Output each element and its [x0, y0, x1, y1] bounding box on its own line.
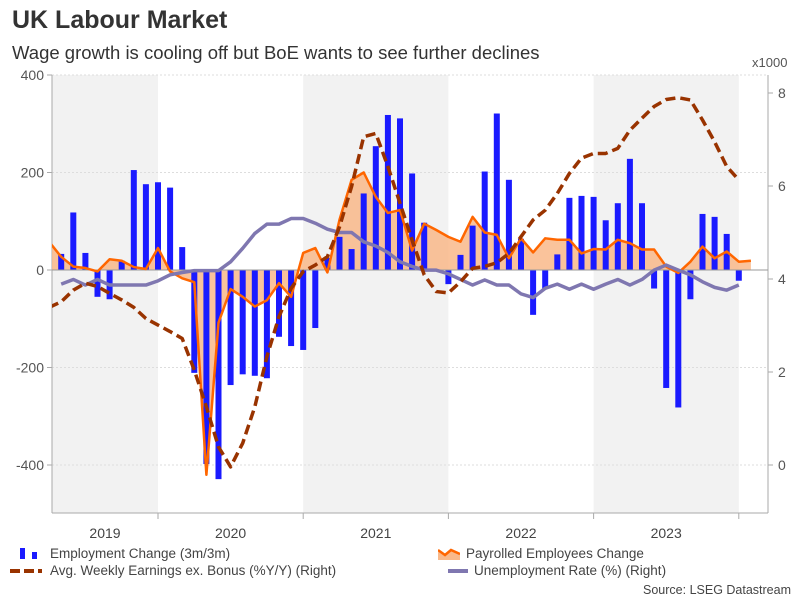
employment-bar: [384, 114, 391, 270]
employment-bar: [578, 195, 585, 270]
employment-bar: [409, 173, 416, 270]
year-label: 2020: [215, 525, 246, 541]
employment-bar: [554, 254, 561, 270]
employment-bar: [397, 118, 403, 270]
left-tick-label: 200: [21, 165, 45, 181]
year-label: 2022: [505, 525, 536, 541]
employment-bar: [58, 253, 65, 270]
right-tick-label: 6: [778, 178, 786, 194]
employment-bar: [336, 236, 343, 270]
employment-bar: [82, 252, 89, 270]
legend-label: Employment Change (3m/3m): [50, 546, 231, 561]
employment-bar: [155, 182, 161, 270]
earnings-line: [52, 95, 741, 469]
year-label: 2019: [89, 525, 120, 541]
legend-employment: Employment Change (3m/3m): [18, 546, 230, 561]
employment-bar: [70, 212, 77, 270]
employment-bar: [651, 270, 658, 289]
employment-bar: [457, 254, 464, 270]
employment-bar: [251, 270, 258, 376]
right-tick-label: 2: [778, 364, 786, 380]
employment-bar: [542, 270, 549, 289]
employment-bar: [263, 270, 270, 379]
employment-bar: [493, 113, 500, 270]
employment-bar: [566, 197, 573, 270]
left-tick-label: -400: [16, 457, 44, 473]
left-tick-label: 0: [36, 262, 44, 278]
employment-bar: [711, 216, 718, 270]
legend-label: Payrolled Employees Change: [466, 546, 644, 561]
year-shade: [303, 75, 449, 513]
right-tick-label: 8: [778, 85, 786, 101]
employment-bar: [167, 187, 174, 270]
left-tick-label: -200: [16, 360, 44, 376]
area-legend-icon: [438, 548, 460, 560]
legend-payrolled: Payrolled Employees Change: [438, 546, 644, 561]
unemployment-line: [60, 216, 740, 300]
employment-bar: [614, 203, 621, 270]
employment-bar: [239, 270, 246, 375]
employment-bar: [348, 249, 355, 270]
source-note: Source: LSEG Datastream: [643, 583, 791, 597]
employment-bar: [699, 213, 706, 270]
employment-bar: [626, 158, 633, 270]
employment-bar: [203, 270, 210, 465]
employment-bar: [590, 196, 597, 270]
employment-bar: [675, 270, 682, 408]
employment-bar: [130, 170, 137, 270]
dashed-line-legend-icon: [10, 568, 42, 573]
employment-bar: [639, 203, 645, 270]
left-tick-label: 400: [21, 67, 45, 83]
employment-bar: [687, 270, 694, 300]
employment-bar: [505, 179, 512, 270]
employment-bar: [372, 146, 379, 270]
employment-bar: [445, 270, 452, 285]
employment-bar: [324, 257, 331, 270]
employment-bar: [469, 225, 476, 270]
chart-subtitle: Wage growth is cooling off but BoE wants…: [12, 42, 540, 63]
employment-bar: [191, 270, 198, 373]
employment-bar: [360, 193, 367, 270]
employment-bar: [288, 270, 295, 347]
employment-bar: [663, 270, 670, 388]
employment-bar: [518, 238, 524, 270]
year-label: 2021: [360, 525, 391, 541]
payrolled-line: [52, 171, 752, 476]
employment-bar: [215, 270, 222, 480]
employment-bar: [481, 171, 488, 270]
right-axis-unit: x1000: [752, 55, 788, 70]
right-tick-label: 0: [778, 457, 786, 473]
legend-earnings: Avg. Weekly Earnings ex. Bonus (%Y/Y) (R…: [8, 563, 336, 578]
employment-bar: [227, 270, 234, 386]
employment-bar: [300, 270, 307, 350]
employment-bar: [602, 220, 609, 270]
legend-label: Avg. Weekly Earnings ex. Bonus (%Y/Y) (R…: [50, 563, 337, 578]
employment-bar: [735, 270, 742, 281]
employment-bar: [421, 222, 428, 270]
bar-legend-icon: [20, 547, 37, 559]
employment-bar: [312, 270, 319, 329]
employment-bar: [118, 260, 125, 270]
plot-area: [52, 95, 768, 480]
legend-unemployment: Unemployment Rate (%) (Right): [448, 563, 666, 578]
employment-bar: [94, 270, 101, 297]
line-legend-icon: [448, 568, 468, 573]
right-tick-label: 4: [778, 271, 786, 287]
year-label: 2023: [651, 525, 682, 541]
employment-bar: [142, 184, 149, 270]
chart-title: UK Labour Market: [12, 6, 228, 34]
employment-bar: [179, 247, 186, 270]
employment-bar: [530, 270, 537, 315]
employment-bar: [276, 270, 282, 337]
legend-label: Unemployment Rate (%) (Right): [474, 563, 667, 578]
